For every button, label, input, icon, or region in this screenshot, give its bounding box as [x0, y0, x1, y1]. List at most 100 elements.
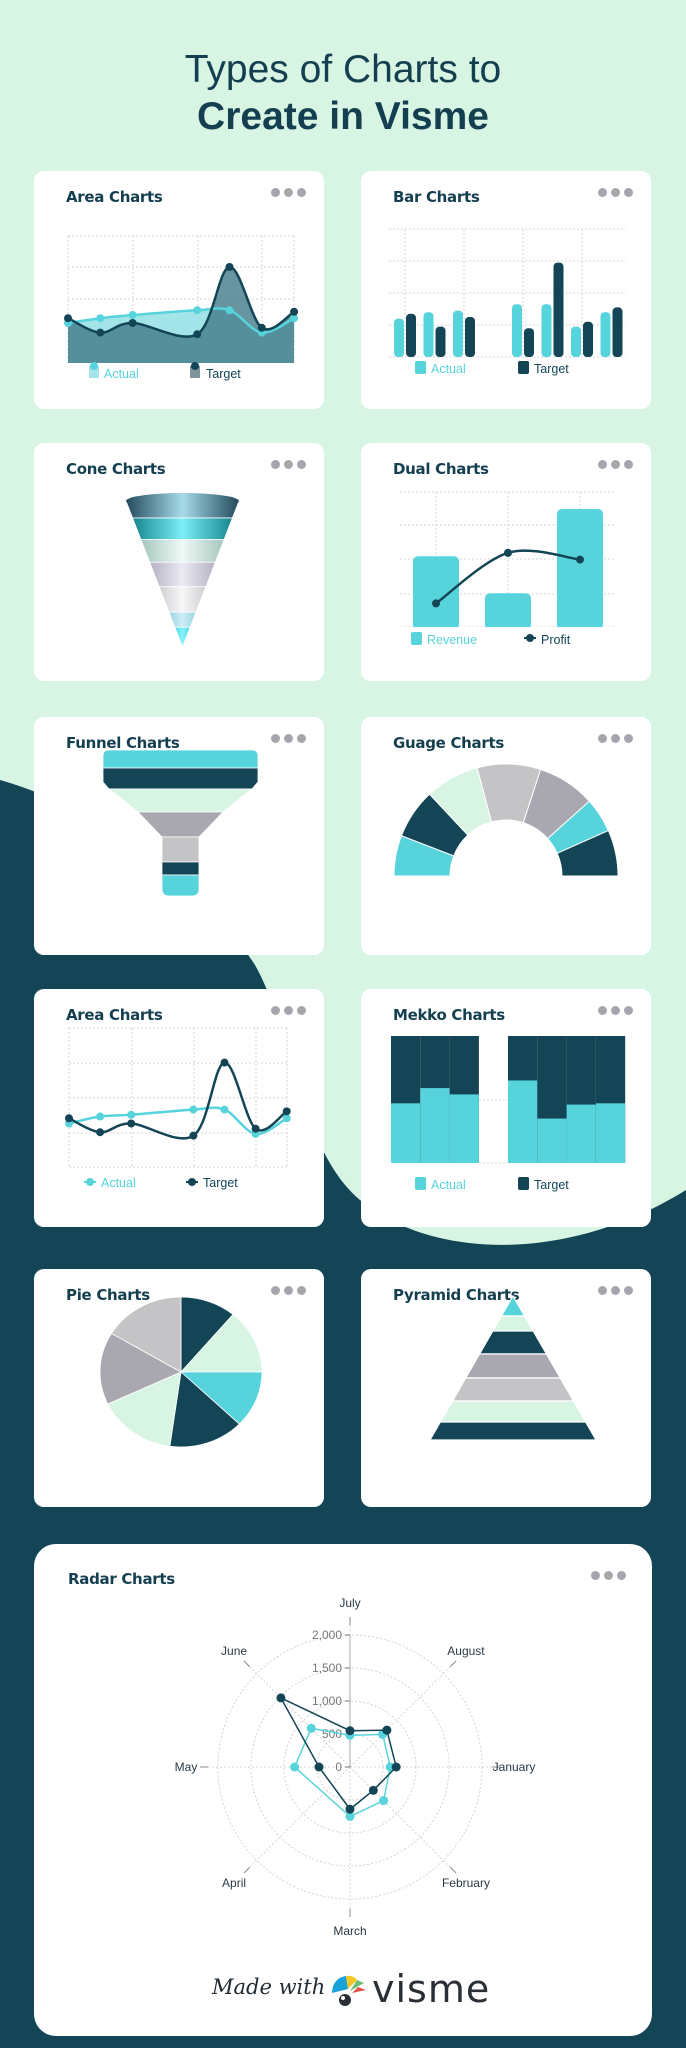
more-options-icon[interactable]	[271, 1006, 306, 1015]
radar-spoke-tick	[243, 1660, 250, 1667]
gauge-chart	[393, 763, 619, 877]
more-options-icon[interactable]	[271, 188, 306, 197]
radar-series-dark-point	[391, 1762, 401, 1772]
target-point	[225, 263, 234, 271]
target-bar	[435, 326, 446, 357]
cone-top-cap	[126, 493, 239, 509]
card-title: Area Charts	[66, 1006, 163, 1024]
pie-slice	[169, 1371, 240, 1448]
actual-column	[566, 1104, 596, 1163]
card-radar-chart: Radar Charts January February March April Ma…	[34, 1544, 652, 2036]
radar-series-dark-point	[345, 1726, 355, 1736]
target-bar	[583, 321, 593, 357]
card-dual-chart: Dual Charts Revenue Profit	[361, 443, 651, 681]
actual-column	[595, 1103, 626, 1163]
target-point	[257, 323, 266, 332]
more-options-icon[interactable]	[271, 1286, 306, 1295]
radar-series-light-point	[379, 1796, 389, 1806]
more-options-icon[interactable]	[598, 1006, 633, 1015]
funnel-segment	[161, 874, 200, 897]
visme-logo-text: visme	[372, 1967, 491, 2011]
radar-spoke	[349, 1766, 457, 1874]
actual-point	[282, 1114, 291, 1123]
pyramid-segment	[478, 1330, 548, 1355]
legend-actual-label: Actual	[431, 362, 466, 376]
radar-chart: January February March April May June July Augu…	[175, 1596, 536, 1938]
actual-point	[96, 1112, 105, 1121]
cone-chart	[125, 493, 240, 649]
target-point	[282, 1107, 291, 1116]
target-point	[127, 1119, 136, 1128]
legend-actual-marker	[90, 362, 98, 370]
radar-series-light-outline	[293, 1727, 392, 1818]
card-title: Pyramid Charts	[393, 1286, 520, 1304]
legend-target-swatch	[518, 1177, 529, 1190]
card-gauge-chart: Guage Charts	[361, 717, 651, 955]
more-options-icon[interactable]	[598, 188, 633, 197]
target-area	[68, 266, 295, 363]
actual-point	[225, 306, 234, 315]
area-chart: Actual Target	[64, 235, 299, 381]
card-title: Area Charts	[66, 188, 163, 206]
pyramid-segment	[439, 1400, 587, 1423]
target-bar	[612, 307, 623, 357]
actual-column	[537, 1118, 567, 1163]
actual-column	[449, 1094, 479, 1163]
card-funnel-chart: Funnel Charts	[34, 717, 324, 955]
card-area-chart: Area Charts Actual Target	[34, 171, 324, 409]
page-title-line1: Types of Charts to	[184, 48, 502, 91]
legend-target-marker	[188, 1178, 196, 1186]
actual-bar	[571, 326, 581, 357]
radar-category-label: January	[493, 1760, 536, 1774]
radar-spoke-tick	[450, 1660, 457, 1667]
more-options-icon[interactable]	[271, 734, 306, 743]
legend-target-swatch	[518, 361, 529, 374]
radar-spoke-tick	[243, 1867, 250, 1874]
actual-point	[220, 1105, 229, 1114]
radar-series-dark-point	[345, 1804, 355, 1814]
line-chart: Actual Target	[65, 1027, 291, 1190]
pyramid-segment	[428, 1421, 598, 1441]
target-point	[189, 1131, 198, 1140]
gauge-segment	[556, 829, 619, 877]
radar-spoke	[349, 1660, 457, 1768]
legend-actual-label: Actual	[431, 1178, 466, 1192]
legend-target-swatch	[190, 366, 200, 378]
radar-category-label: June	[221, 1644, 247, 1658]
card-area-line-chart: Area Charts Actual Target	[34, 989, 324, 1227]
pie-slice	[107, 1371, 182, 1447]
more-options-icon[interactable]	[271, 460, 306, 469]
made-with-text: Made with	[212, 1975, 326, 1999]
pyramid-segment	[451, 1377, 575, 1402]
radar-category-label: February	[442, 1876, 490, 1890]
pyramid-chart	[428, 1294, 598, 1441]
radar-series-light-point	[306, 1723, 316, 1733]
actual-point	[193, 306, 202, 315]
actual-point	[128, 311, 137, 319]
funnel-chart	[102, 749, 259, 897]
revenue-bar	[557, 509, 603, 630]
legend-actual-swatch	[415, 361, 426, 374]
card-title: Pie Charts	[66, 1286, 150, 1304]
radar-axis-tick-label: 1,500	[312, 1661, 342, 1675]
more-options-icon[interactable]	[598, 460, 633, 469]
legend-target-marker	[191, 362, 199, 370]
radar-series-dark-outline	[279, 1696, 398, 1811]
actual-bar	[394, 318, 404, 357]
more-options-icon[interactable]	[591, 1571, 626, 1580]
more-options-icon[interactable]	[598, 1286, 633, 1295]
card-title: Mekko Charts	[393, 1006, 505, 1024]
more-options-icon[interactable]	[598, 734, 633, 743]
page-title-line2: Create in Visme	[197, 95, 489, 138]
legend-profit-label: Profit	[541, 633, 571, 647]
radar-spoke	[243, 1660, 351, 1768]
pie-slice	[99, 1332, 182, 1405]
radar-series-dark-point	[368, 1785, 378, 1795]
actual-point	[127, 1110, 136, 1119]
target-point	[193, 330, 202, 339]
card-title: Bar Charts	[393, 188, 480, 206]
legend-actual-swatch	[415, 1177, 426, 1190]
cone-segment	[168, 611, 197, 628]
cone-segment	[174, 626, 191, 649]
radar-series-light-point	[290, 1762, 300, 1772]
